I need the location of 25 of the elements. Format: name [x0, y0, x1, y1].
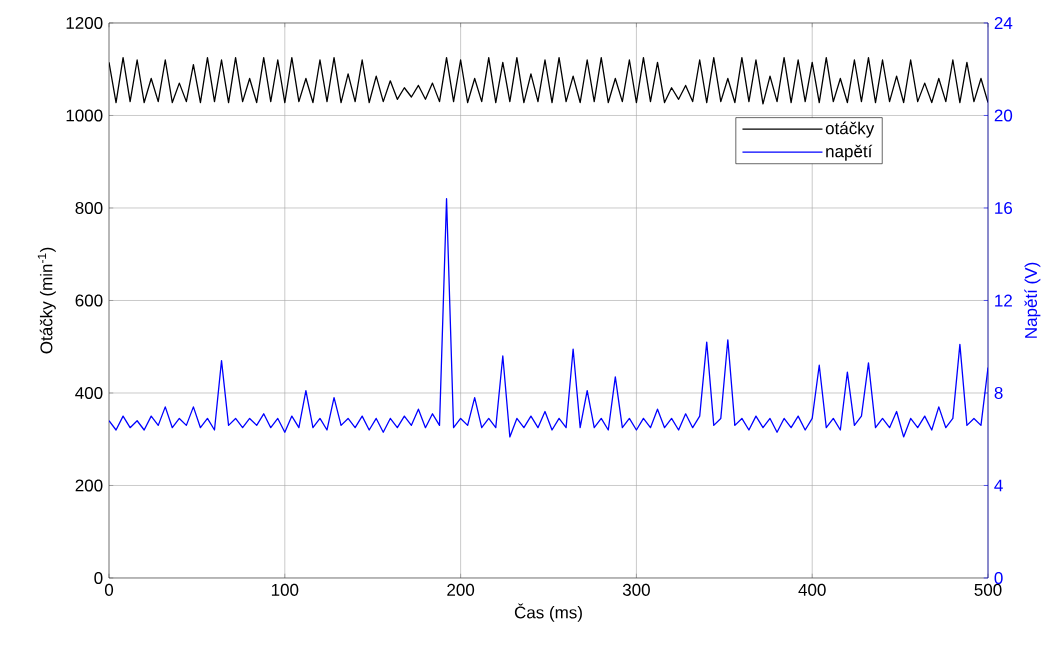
y2-tick-label: 24 — [994, 17, 1013, 29]
y-tick-label: 1200 — [66, 16, 103, 30]
y2-tick-label: 8 — [994, 386, 1003, 400]
y-tick-label: 600 — [75, 294, 103, 307]
y2-tick-label: 20 — [994, 109, 1013, 122]
x-tick-label: 300 — [622, 583, 650, 596]
y-tick-label: 1000 — [66, 109, 103, 122]
x-tick-label: 400 — [798, 583, 826, 596]
y2-tick-label: 16 — [995, 201, 1013, 215]
y-axis-title: Otáčky (min$^{-1}$) — [37, 247, 56, 354]
y-tick-label: 200 — [75, 479, 103, 492]
x-tick-label: 0 — [104, 583, 114, 596]
y-tick-label: 0 — [94, 571, 103, 585]
y2-tick-label: 12 — [995, 294, 1012, 307]
y2-axis-title: Napětí (V) — [1024, 262, 1041, 338]
x-tick-label: 100 — [271, 583, 299, 596]
y-tick-label: 800 — [75, 201, 103, 215]
y2-tick-label: 4 — [994, 479, 1003, 492]
y-tick-label: 400 — [75, 386, 103, 400]
legend-label: napětí — [826, 144, 873, 161]
x-axis-title: Čas (ms) — [514, 603, 582, 622]
x-tick-label: 200 — [447, 583, 475, 596]
x-tick-label: 500 — [974, 583, 1002, 596]
legend-label: otáčky — [825, 121, 875, 138]
y2-tick-label: 0 — [994, 571, 1003, 585]
